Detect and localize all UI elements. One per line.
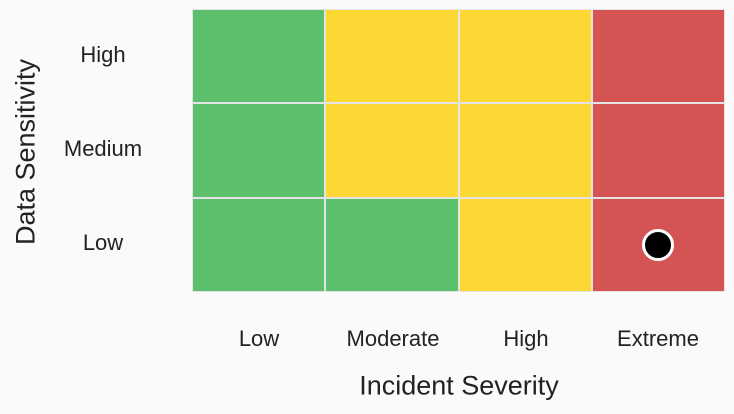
col-label-moderate: Moderate	[346, 326, 440, 351]
cell-medium-low	[193, 104, 325, 197]
cell-high-high	[459, 10, 591, 103]
row-label-high: High	[80, 42, 126, 67]
cell-medium-moderate	[326, 104, 458, 197]
cell-high-moderate	[326, 10, 458, 103]
row-label-low: Low	[82, 230, 124, 255]
cell-medium-high	[459, 104, 591, 197]
risk-matrix	[192, 9, 725, 292]
cell-low-high	[459, 198, 591, 291]
row-label-medium: Medium	[63, 136, 143, 161]
cell-low-extreme	[592, 198, 724, 291]
cell-high-extreme	[592, 10, 724, 103]
cell-low-low	[193, 198, 325, 291]
cell-medium-extreme	[592, 104, 724, 197]
y-axis-title: Data Sensitivity	[10, 58, 41, 246]
cell-high-low	[193, 10, 325, 103]
position-marker	[642, 228, 675, 261]
col-label-extreme: Extreme	[617, 326, 699, 351]
col-label-low: Low	[238, 326, 280, 351]
x-axis-title: Incident Severity	[359, 370, 559, 401]
col-label-high: High	[503, 326, 549, 351]
cell-low-moderate	[326, 198, 458, 291]
